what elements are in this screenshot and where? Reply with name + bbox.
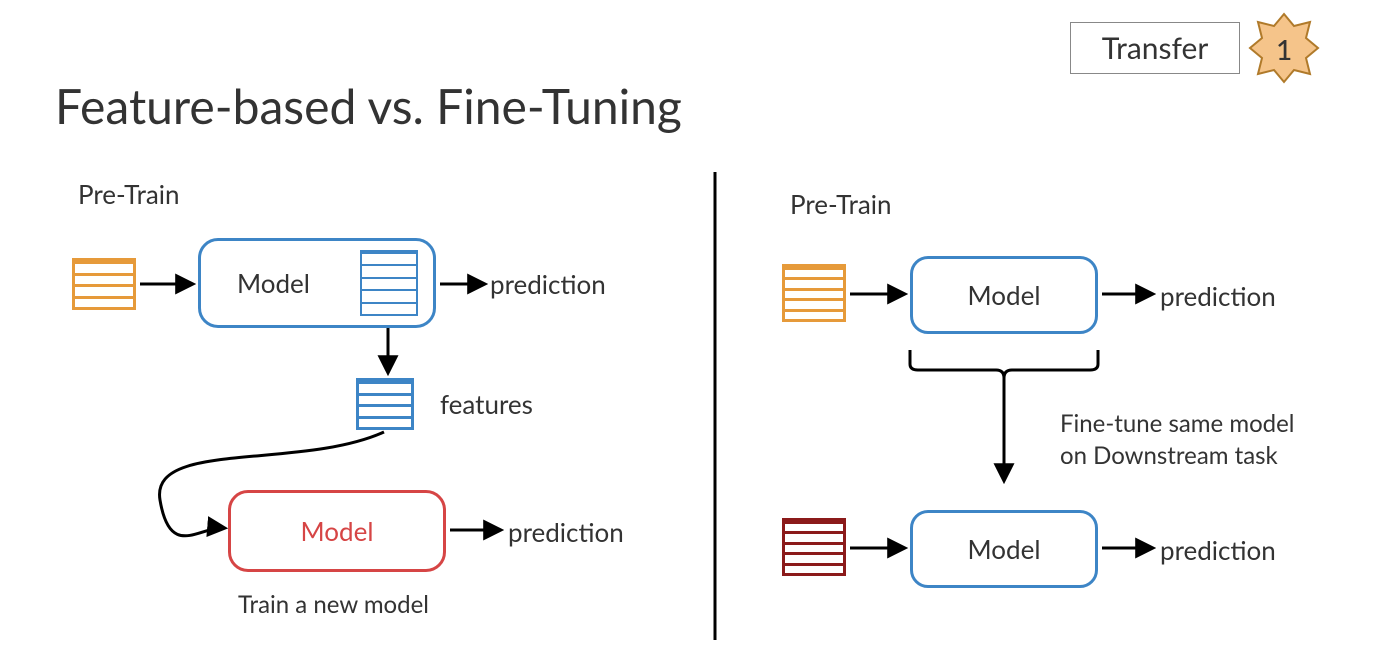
- diagram-stage: Feature-based vs. Fine-Tuning Transfer 1…: [0, 0, 1400, 660]
- left-input-data-icon: [72, 258, 136, 310]
- left-model2-box: Model: [228, 490, 446, 572]
- right-input2-data-icon: [782, 518, 846, 576]
- right-finetune-label: Fine-tune same model on Downstream task: [1060, 408, 1294, 473]
- left-model-label: Model: [237, 267, 310, 299]
- right-prediction2-label: prediction: [1160, 534, 1276, 566]
- slide-title: Feature-based vs. Fine-Tuning: [55, 78, 682, 135]
- left-prediction1-label: prediction: [490, 268, 606, 300]
- left-prediction2-label: prediction: [508, 516, 624, 548]
- left-section-label: Pre-Train: [78, 178, 180, 210]
- left-features-label: features: [440, 388, 533, 420]
- right-bracket: [910, 350, 1098, 378]
- left-features-data-icon: [356, 378, 414, 430]
- right-model1-box: Model: [910, 256, 1098, 334]
- right-model2-box: Model: [910, 510, 1098, 588]
- left-model-inner-data-icon: [360, 250, 418, 316]
- right-section-label: Pre-Train: [790, 188, 892, 220]
- right-prediction1-label: prediction: [1160, 280, 1276, 312]
- right-model2-label: Model: [968, 533, 1041, 565]
- transfer-badge-label: Transfer: [1102, 30, 1209, 66]
- right-finetune-line1: Fine-tune same model: [1060, 409, 1294, 438]
- right-finetune-line2: on Downstream task: [1060, 441, 1278, 470]
- badge-star-number: 1: [1276, 32, 1292, 66]
- left-model2-label: Model: [301, 515, 374, 547]
- right-model1-label: Model: [968, 279, 1041, 311]
- left-caption: Train a new model: [238, 590, 429, 619]
- right-input1-data-icon: [782, 264, 846, 322]
- transfer-badge-box: Transfer: [1070, 22, 1240, 74]
